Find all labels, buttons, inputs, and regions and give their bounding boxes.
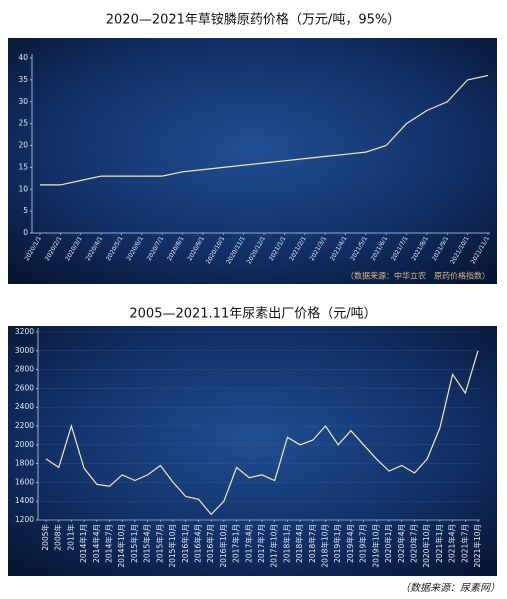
x-tick-label: 2019年10月	[370, 524, 380, 568]
x-tick-label: 2016年7月	[205, 524, 215, 563]
y-tick-label: 10	[18, 184, 28, 193]
x-tick-label: 2020年4月	[396, 524, 406, 563]
x-tick-label: 2020年10月	[421, 524, 431, 568]
x-tick-label: 2014年7月	[104, 524, 114, 563]
x-tick-label: 2017年4月	[243, 524, 253, 563]
y-tick-label: 40	[18, 53, 28, 62]
annotation: （数据来源：尿素网）	[400, 582, 500, 594]
y-tick-label: 25	[18, 119, 28, 128]
annotation: （数据来源：中华立农 原药价格指数）	[346, 271, 490, 281]
panel	[8, 38, 497, 284]
x-tick-label: 2014年1月	[78, 524, 88, 563]
x-tick-label: 2008年	[53, 524, 63, 551]
y-tick-label: 2800	[15, 365, 34, 374]
x-tick-label: 2015年4月	[142, 524, 152, 563]
y-tick-label: 5	[23, 206, 28, 215]
x-tick-label: 2020年7月	[408, 524, 418, 563]
x-tick-label: 2016年1月	[180, 524, 190, 563]
y-tick-label: 35	[18, 75, 28, 84]
x-tick-label: 2020年1月	[383, 524, 393, 563]
x-tick-label: 2015年1月	[129, 524, 139, 563]
x-tick-label: 2018年10月	[320, 524, 330, 568]
x-tick-label: 2021年4月	[447, 524, 457, 563]
y-tick-label: 2000	[15, 440, 34, 449]
y-tick-label: 1200	[15, 515, 34, 524]
y-tick-label: 2600	[15, 383, 34, 392]
y-tick-label: 3200	[15, 327, 34, 336]
y-tick-label: 1600	[15, 477, 34, 486]
x-tick-label: 2021年1月	[434, 524, 444, 563]
data-line	[45, 350, 479, 516]
x-tick-label: 2018年4月	[294, 524, 304, 563]
panel	[8, 326, 497, 576]
x-tick-label: 2019年1月	[332, 524, 342, 563]
x-tick-label: 2017年1月	[231, 524, 241, 563]
x-tick-label: 2019年4月	[345, 524, 355, 563]
x-tick-label: 2019年7月	[358, 524, 368, 563]
x-tick-label: 2018年7月	[307, 524, 317, 563]
y-tick-label: 2400	[15, 402, 34, 411]
y-tick-label: 15	[18, 162, 28, 171]
x-tick-label: 2014年4月	[91, 524, 101, 563]
x-tick-label: 2018年1月	[281, 524, 291, 563]
y-tick-label: 20	[18, 141, 28, 150]
y-tick-label: 3000	[15, 346, 34, 355]
x-tick-label: 2017年7月	[256, 524, 266, 563]
x-tick-label: 2015年10月	[167, 524, 177, 568]
data-line	[40, 74, 489, 186]
x-tick-label: 2016年10月	[218, 524, 228, 568]
y-tick-label: 1800	[15, 459, 34, 468]
x-tick-label: 2021年7月	[459, 524, 469, 563]
y-tick-label: 30	[18, 97, 28, 106]
x-tick-label: 2021年10月	[472, 524, 482, 568]
x-tick-label: 2014年10月	[116, 524, 126, 568]
x-tick-label: 2016年4月	[192, 524, 202, 563]
y-tick-label: 2200	[15, 421, 34, 430]
y-tick-label: 1400	[15, 496, 34, 505]
chart-title: 2020—2021年草铵膦原药价格（万元/吨，95%）	[106, 12, 400, 28]
chart-title: 2005—2021.11年尿素出厂价格（元/吨）	[129, 306, 376, 322]
x-tick-label: 2017年10月	[269, 524, 279, 568]
x-tick-label: 2005年	[40, 524, 50, 551]
y-tick-label: 0	[23, 228, 28, 237]
x-tick-label: 2015年7月	[154, 524, 164, 563]
x-tick-label: 2011年	[65, 524, 75, 551]
